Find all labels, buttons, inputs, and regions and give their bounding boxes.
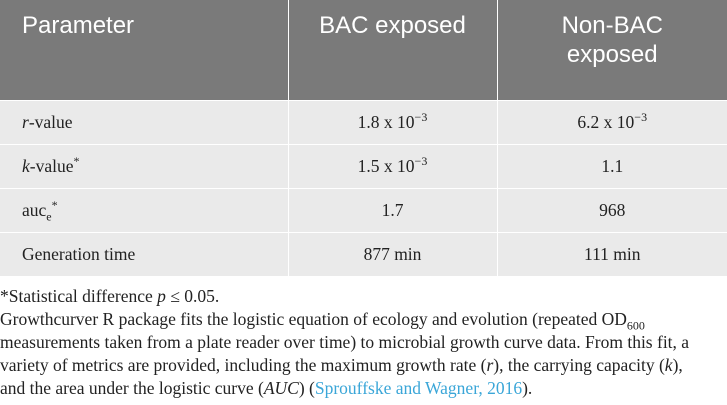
citation-link[interactable]: Sprouffske and Wagner, 2016 <box>314 378 523 398</box>
table-row: auce* 1.7 968 <box>0 188 727 233</box>
param-asterisk: * <box>51 198 58 213</box>
desc-k: k <box>664 355 673 375</box>
bac-base: 1.5 x 10 <box>357 156 415 176</box>
param-suffix: -value <box>29 156 74 176</box>
stat-prefix: *Statistical difference <box>0 286 158 306</box>
od-subscript: 600 <box>626 318 645 333</box>
table-row: k-value* 1.5 x 10−3 1.1 <box>0 144 727 189</box>
param-asterisk: * <box>73 154 80 169</box>
non-bac-cell: 1.1 <box>497 144 727 189</box>
non-bac-cell: 968 <box>497 188 727 233</box>
stat-suffix: ≤ 0.05. <box>165 286 220 306</box>
bac-exponent: −3 <box>414 110 428 125</box>
param-cell: k-value* <box>0 144 289 189</box>
non-bac-cell: 111 min <box>497 232 727 276</box>
bac-exponent: −3 <box>414 154 428 169</box>
desc-auc: AUC <box>263 378 299 398</box>
non-exponent: −3 <box>634 110 648 125</box>
bac-cell: 1.5 x 10−3 <box>288 144 498 189</box>
desc-text: ), and the area under the logistic curve… <box>0 355 683 398</box>
param-italic: r <box>22 112 29 132</box>
non-bac-cell: 6.2 x 10−3 <box>497 100 727 145</box>
table-footnotes: *Statistical difference p ≤ 0.05. Growth… <box>0 276 727 400</box>
table-row: Generation time 877 min 111 min <box>0 232 727 276</box>
table-header-row: Parameter BAC exposed Non-BAC exposed <box>0 0 727 101</box>
desc-text: Growthcurver R package fits the logistic… <box>0 309 627 329</box>
bac-cell: 1.8 x 10−3 <box>288 100 498 145</box>
desc-text: measurements taken from a plate reader o… <box>0 332 690 375</box>
parameter-table: Parameter BAC exposed Non-BAC exposed r-… <box>0 0 727 276</box>
param-cell: r-value <box>0 100 289 145</box>
param-italic: k <box>22 156 30 176</box>
bac-cell: 1.7 <box>288 188 498 233</box>
header-bac-exposed: BAC exposed <box>288 0 498 101</box>
desc-r: r <box>486 355 494 375</box>
param-suffix: -value <box>28 112 73 132</box>
statistical-note: *Statistical difference p ≤ 0.05. <box>0 285 703 308</box>
header-non-bac-exposed: Non-BAC exposed <box>497 0 727 101</box>
param-subscript: e <box>46 209 52 224</box>
param-cell: auce* <box>0 188 289 233</box>
table-row: r-value 1.8 x 10−3 6.2 x 10−3 <box>0 100 727 145</box>
param-cell: Generation time <box>0 232 289 276</box>
bac-cell: 877 min <box>288 232 498 276</box>
desc-text: ). <box>522 378 533 398</box>
non-base: 6.2 x 10 <box>577 112 635 132</box>
stat-p: p <box>157 286 166 306</box>
desc-text: ) ( <box>298 378 315 398</box>
header-parameter: Parameter <box>0 0 289 101</box>
method-description: Growthcurver R package fits the logistic… <box>0 308 703 400</box>
param-text: auc <box>22 200 47 220</box>
desc-text: ), the carrying capacity ( <box>493 355 665 375</box>
bac-base: 1.8 x 10 <box>357 112 415 132</box>
header-non-bac-exposed-text: Non-BAC exposed <box>561 12 663 68</box>
